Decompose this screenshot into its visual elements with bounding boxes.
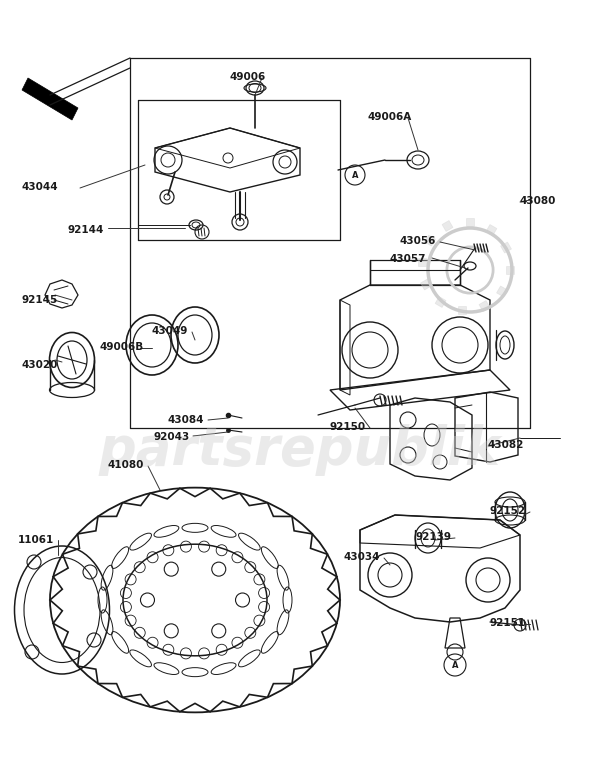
Text: 49006A: 49006A bbox=[368, 112, 412, 122]
Text: 92151: 92151 bbox=[490, 618, 526, 628]
Bar bbox=[425, 235, 436, 246]
Text: 43080: 43080 bbox=[520, 196, 556, 206]
Text: A: A bbox=[352, 170, 358, 180]
Bar bbox=[486, 225, 497, 236]
Text: 43084: 43084 bbox=[168, 415, 205, 425]
Polygon shape bbox=[22, 78, 78, 120]
Bar bbox=[506, 266, 514, 274]
Text: 92043: 92043 bbox=[153, 432, 189, 442]
Text: 43020: 43020 bbox=[22, 360, 58, 370]
Text: 43056: 43056 bbox=[400, 236, 436, 246]
Bar bbox=[442, 220, 453, 231]
Text: partsrepublik: partsrepublik bbox=[99, 424, 501, 476]
Text: 92145: 92145 bbox=[22, 295, 58, 305]
Bar bbox=[466, 218, 474, 226]
Bar bbox=[418, 258, 426, 266]
Text: 43082: 43082 bbox=[488, 440, 524, 450]
Text: 43044: 43044 bbox=[22, 182, 59, 192]
Bar bbox=[500, 242, 511, 253]
Bar bbox=[479, 300, 490, 311]
Bar bbox=[435, 296, 446, 307]
Text: 43049: 43049 bbox=[152, 326, 188, 336]
Text: 92144: 92144 bbox=[68, 225, 104, 235]
Text: 92139: 92139 bbox=[415, 532, 451, 542]
Text: A: A bbox=[452, 661, 458, 670]
Text: 92152: 92152 bbox=[490, 506, 526, 516]
Text: 49006B: 49006B bbox=[100, 342, 144, 352]
Text: 43034: 43034 bbox=[344, 552, 380, 562]
Text: 41080: 41080 bbox=[108, 460, 145, 470]
Text: 49006: 49006 bbox=[230, 72, 266, 82]
Text: 92150: 92150 bbox=[330, 422, 366, 432]
Bar bbox=[458, 306, 466, 314]
Text: 43057: 43057 bbox=[390, 254, 427, 264]
Bar bbox=[497, 286, 508, 297]
Text: 11061: 11061 bbox=[18, 535, 54, 545]
Bar bbox=[421, 279, 431, 290]
